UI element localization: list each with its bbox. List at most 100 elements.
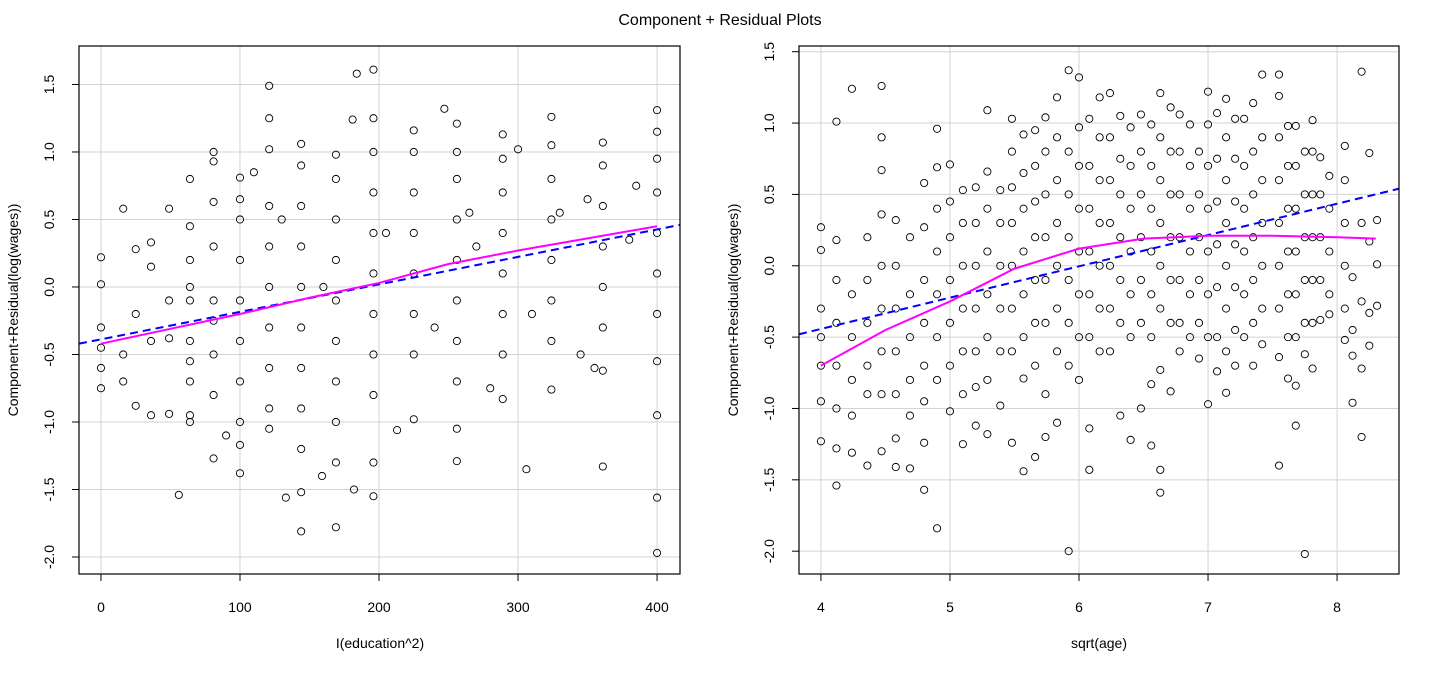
data-point (522, 465, 531, 474)
data-point (983, 167, 992, 176)
data-point (971, 183, 980, 192)
data-point (1064, 66, 1073, 75)
data-point (958, 261, 967, 270)
data-point (847, 375, 856, 384)
data-point (1300, 549, 1309, 559)
y-tick-label: 1.0 (761, 113, 777, 133)
data-point (1156, 465, 1165, 474)
data-point (1031, 275, 1040, 285)
data-point (1203, 87, 1213, 96)
y-tick-label: 0.0 (761, 256, 777, 276)
data-point (409, 309, 418, 319)
data-point (1053, 93, 1062, 102)
data-point (1019, 333, 1028, 342)
data-point (891, 261, 900, 270)
data-point (653, 269, 662, 278)
y-tick-label: -1.5 (41, 477, 57, 501)
data-point (1126, 247, 1135, 256)
data-point (653, 188, 662, 197)
data-point (209, 454, 218, 463)
y-axis-label: Component+Residual(log(wages)) (5, 204, 21, 417)
data-point (933, 375, 942, 384)
data-point (131, 245, 140, 254)
data-point (1136, 147, 1145, 156)
data-point (1019, 130, 1028, 139)
y-tick-label: -1.5 (761, 468, 777, 492)
data-point (209, 157, 218, 166)
data-point (1136, 404, 1145, 413)
data-point (1222, 133, 1231, 142)
data-point (1185, 161, 1195, 170)
data-point (1064, 233, 1073, 242)
data-point (297, 404, 306, 413)
data-point (1019, 290, 1028, 299)
data-point (1175, 110, 1184, 119)
data-point (1213, 240, 1222, 249)
data-point (653, 154, 662, 163)
data-point (1156, 133, 1165, 142)
data-point (1053, 133, 1062, 142)
data-point (547, 141, 556, 150)
data-point (1357, 218, 1366, 228)
data-point (547, 336, 556, 346)
data-point (409, 350, 418, 359)
data-point (1340, 176, 1349, 185)
data-point (1240, 161, 1249, 170)
data-point (1041, 147, 1050, 156)
data-point (983, 333, 992, 342)
data-point (996, 401, 1005, 410)
data-point (816, 333, 825, 342)
data-point (958, 440, 967, 449)
data-point (265, 404, 274, 413)
smooth-fit-line (820, 234, 1376, 367)
data-point (891, 462, 900, 472)
data-point (1194, 147, 1204, 156)
data-point (1291, 247, 1300, 256)
data-point (331, 296, 340, 305)
data-point (119, 350, 128, 359)
data-point (1095, 133, 1104, 142)
data-point (265, 242, 274, 251)
data-point (185, 222, 194, 231)
data-point (281, 493, 290, 502)
data-point (1007, 304, 1016, 313)
y-axis-label: Component+Residual(log(wages)) (725, 204, 741, 417)
data-point (816, 361, 825, 370)
data-point (1041, 432, 1050, 442)
data-point (1095, 93, 1104, 102)
data-point (1166, 318, 1175, 327)
data-point (1348, 398, 1357, 407)
data-point (1031, 161, 1040, 170)
data-point (235, 173, 245, 182)
data-point (1231, 114, 1240, 123)
data-point (331, 336, 340, 346)
data-point (920, 223, 929, 232)
data-point (452, 147, 461, 157)
data-point (1041, 113, 1050, 122)
data-point (452, 174, 461, 184)
data-point (1085, 204, 1094, 213)
y-tick-label: -2.0 (41, 545, 57, 569)
data-point (576, 350, 585, 359)
data-point (1064, 361, 1073, 370)
data-point (598, 242, 607, 251)
y-tick-label: 0.5 (41, 210, 57, 230)
data-point (1019, 247, 1028, 256)
data-point (452, 255, 461, 265)
y-tick-label: -0.5 (41, 342, 57, 366)
data-point (945, 361, 955, 370)
x-tick-label: 8 (1333, 599, 1341, 615)
data-point (905, 333, 915, 342)
data-point (1074, 290, 1084, 299)
data-point (381, 228, 391, 238)
data-point (945, 275, 955, 285)
data-point (369, 350, 378, 359)
data-point (331, 458, 340, 467)
data-point (498, 188, 507, 197)
data-point (1007, 183, 1016, 192)
data-point (1126, 435, 1135, 444)
data-point (472, 242, 481, 251)
data-point (1258, 133, 1267, 142)
data-point (1175, 190, 1184, 199)
data-point (235, 296, 245, 305)
